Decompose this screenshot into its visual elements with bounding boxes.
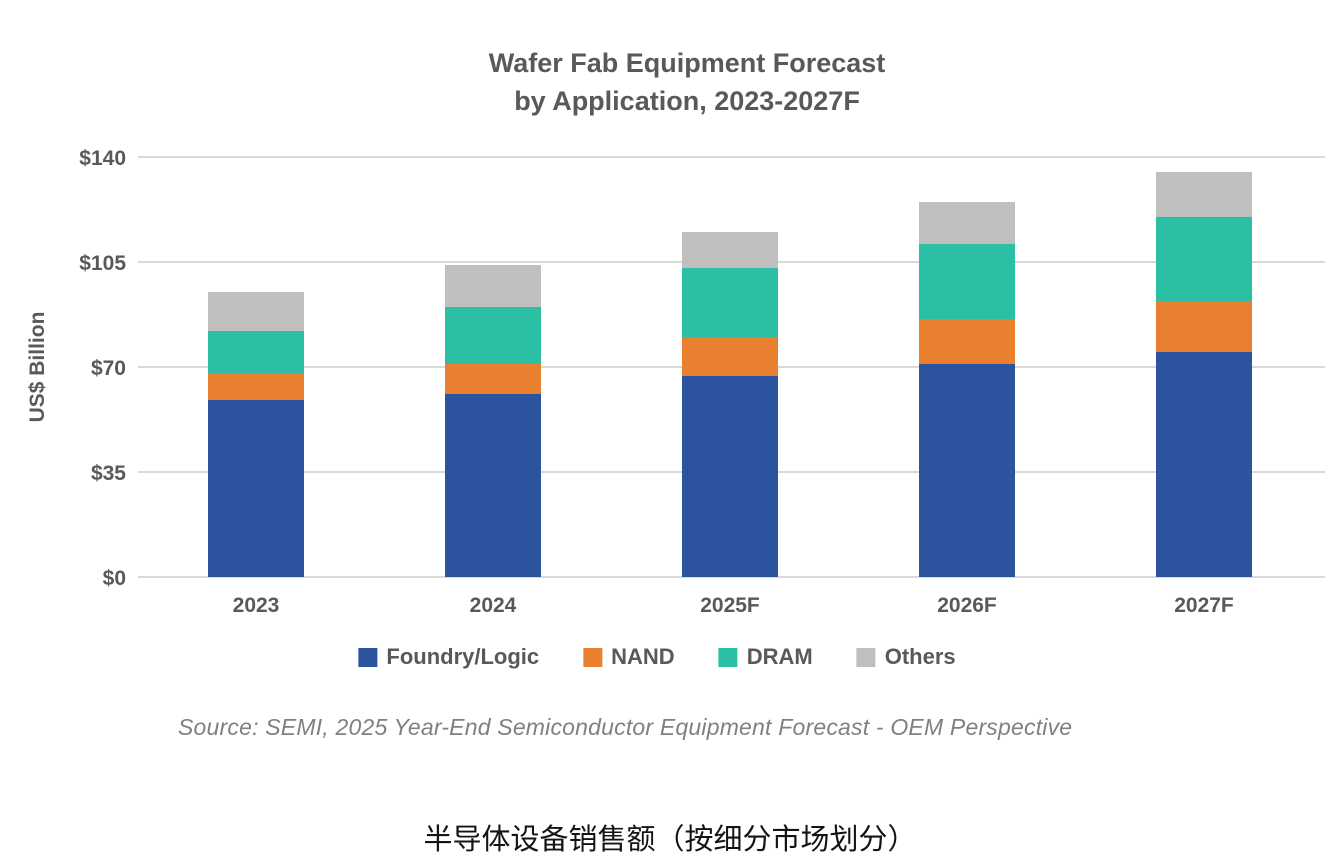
- y-tick-label: $140: [79, 147, 126, 170]
- bar-segment-nand-2023: [208, 373, 304, 400]
- legend-item-others: Others: [856, 644, 956, 670]
- bar-segment-dram-2024: [445, 307, 541, 364]
- legend-label: NAND: [611, 644, 675, 669]
- bar-segment-foundry-logic-2027f: [1156, 352, 1252, 577]
- legend-swatch-icon: [583, 647, 603, 667]
- y-tick-label: $70: [91, 357, 126, 380]
- bar-segment-foundry-logic-2025f: [682, 376, 778, 577]
- x-tick-label: 2025F: [700, 594, 760, 617]
- x-tick-label: 2023: [233, 594, 280, 617]
- chinese-caption: 半导体设备销售额（按细分市场划分）: [423, 824, 917, 856]
- legend-label: DRAM: [746, 644, 813, 669]
- x-tick-label: 2024: [470, 594, 517, 617]
- bar-segment-foundry-logic-2026f: [919, 364, 1015, 577]
- bar-segment-nand-2025f: [682, 337, 778, 376]
- bar-segment-dram-2026f: [919, 244, 1015, 319]
- legend-swatch-icon: [856, 647, 876, 667]
- legend-item-foundry-logic: Foundry/Logic: [358, 644, 539, 670]
- y-tick-label: $105: [79, 252, 126, 275]
- legend-swatch-icon: [718, 647, 738, 667]
- bar-segment-dram-2023: [208, 331, 304, 373]
- bar-segment-nand-2026f: [919, 319, 1015, 364]
- legend-item-dram: DRAM: [718, 644, 813, 670]
- bar-segment-others-2025f: [682, 232, 778, 268]
- y-axis-title: US$ Billion: [26, 312, 49, 423]
- source-attribution: Source: SEMI, 2025 Year-End Semiconducto…: [178, 714, 1073, 740]
- legend-item-nand: NAND: [583, 644, 675, 670]
- x-tick-label: 2027F: [1174, 594, 1234, 617]
- legend-label: Foundry/Logic: [386, 644, 540, 669]
- bar-segment-others-2024: [445, 265, 541, 307]
- bar-segment-nand-2024: [445, 364, 541, 394]
- legend-swatch-icon: [358, 647, 378, 667]
- bar-segment-foundry-logic-2024: [445, 394, 541, 577]
- chart-title: Wafer Fab Equipment Forecast by Applicat…: [489, 44, 886, 120]
- bar-segment-foundry-logic-2023: [208, 400, 304, 577]
- chart-title-line2: by Application, 2023-2027F: [514, 86, 860, 116]
- chart-legend: Foundry/Logic NAND DRAM Others: [358, 644, 956, 670]
- y-tick-label: $0: [103, 567, 126, 590]
- bar-segment-dram-2027f: [1156, 217, 1252, 301]
- chart-title-line1: Wafer Fab Equipment Forecast: [488, 48, 886, 78]
- bar-segment-dram-2025f: [682, 268, 778, 337]
- y-tick-label: $35: [91, 462, 126, 485]
- bar-segment-others-2026f: [919, 202, 1015, 244]
- bar-segment-others-2023: [208, 292, 304, 331]
- legend-label: Others: [884, 644, 956, 669]
- x-tick-label: 2026F: [937, 594, 997, 617]
- stacked-bar-chart: $0 $35 $70 $105 $140 US$ Billion 2023 2024 2025F…: [26, 147, 1325, 617]
- bar-segment-others-2027f: [1156, 172, 1252, 217]
- bar-segment-nand-2027f: [1156, 301, 1252, 352]
